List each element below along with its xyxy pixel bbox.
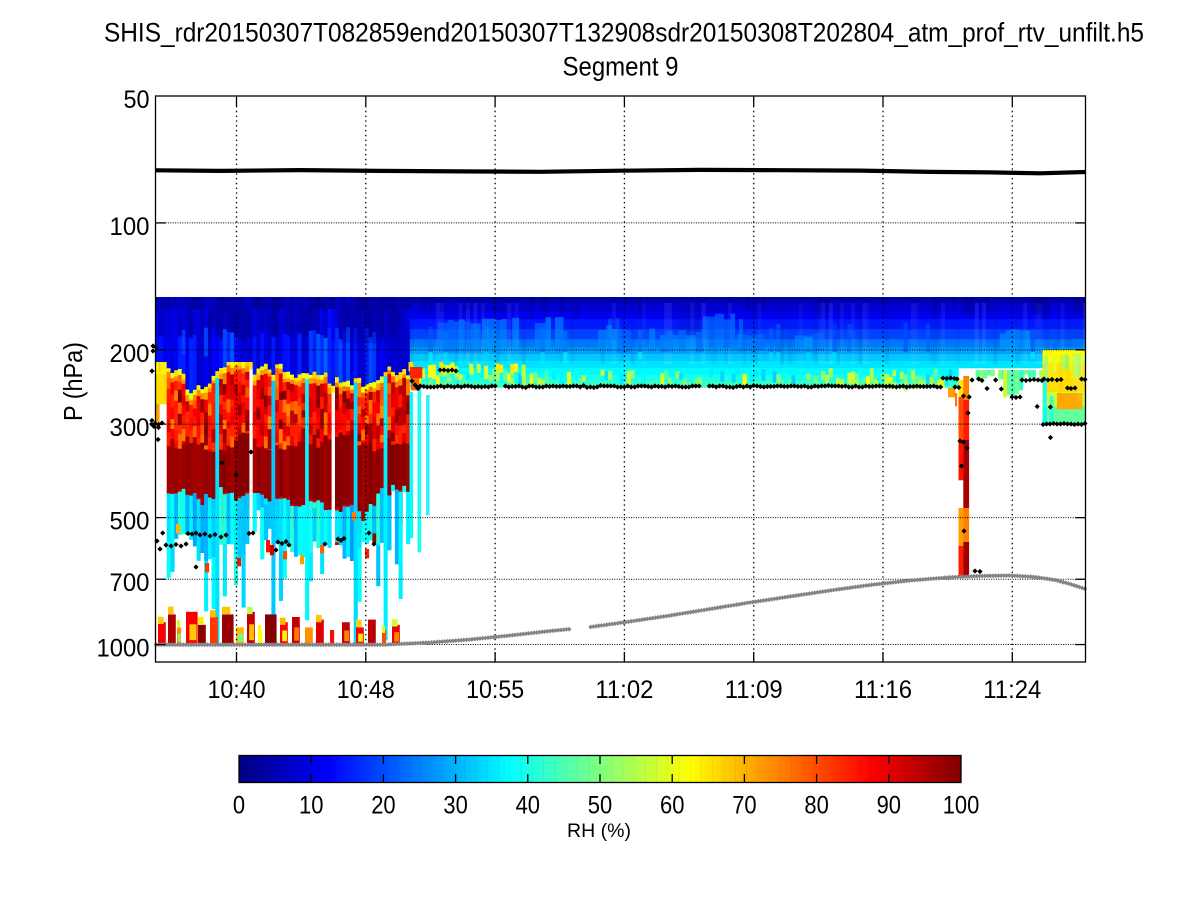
svg-text:80: 80 (804, 792, 828, 820)
svg-text:30: 30 (443, 792, 467, 820)
svg-text:40: 40 (516, 792, 540, 820)
svg-text:300: 300 (110, 414, 150, 442)
svg-text:RH (%): RH (%) (567, 820, 631, 842)
svg-text:10:48: 10:48 (337, 676, 395, 704)
svg-text:10:40: 10:40 (208, 676, 266, 704)
svg-text:90: 90 (877, 792, 901, 820)
svg-text:700: 700 (110, 569, 150, 597)
svg-text:11:09: 11:09 (725, 676, 783, 704)
svg-text:1000: 1000 (97, 635, 150, 663)
svg-text:SHIS_rdr20150307T082859end2015: SHIS_rdr20150307T082859end20150307T13290… (104, 18, 1144, 48)
svg-text:P (hPa): P (hPa) (58, 342, 88, 421)
svg-text:60: 60 (660, 792, 684, 820)
svg-text:70: 70 (732, 792, 756, 820)
svg-text:20: 20 (371, 792, 395, 820)
svg-text:50: 50 (124, 86, 150, 114)
svg-text:10: 10 (299, 792, 323, 820)
svg-text:0: 0 (233, 792, 245, 820)
svg-text:11:24: 11:24 (983, 676, 1041, 704)
svg-text:50: 50 (588, 792, 612, 820)
svg-text:200: 200 (110, 340, 150, 368)
svg-text:100: 100 (943, 792, 980, 820)
svg-text:11:02: 11:02 (595, 676, 653, 704)
svg-text:500: 500 (110, 508, 150, 536)
svg-text:100: 100 (110, 213, 150, 241)
svg-text:Segment 9: Segment 9 (563, 52, 679, 82)
svg-text:10:55: 10:55 (466, 676, 524, 704)
svg-text:11:16: 11:16 (854, 676, 912, 704)
